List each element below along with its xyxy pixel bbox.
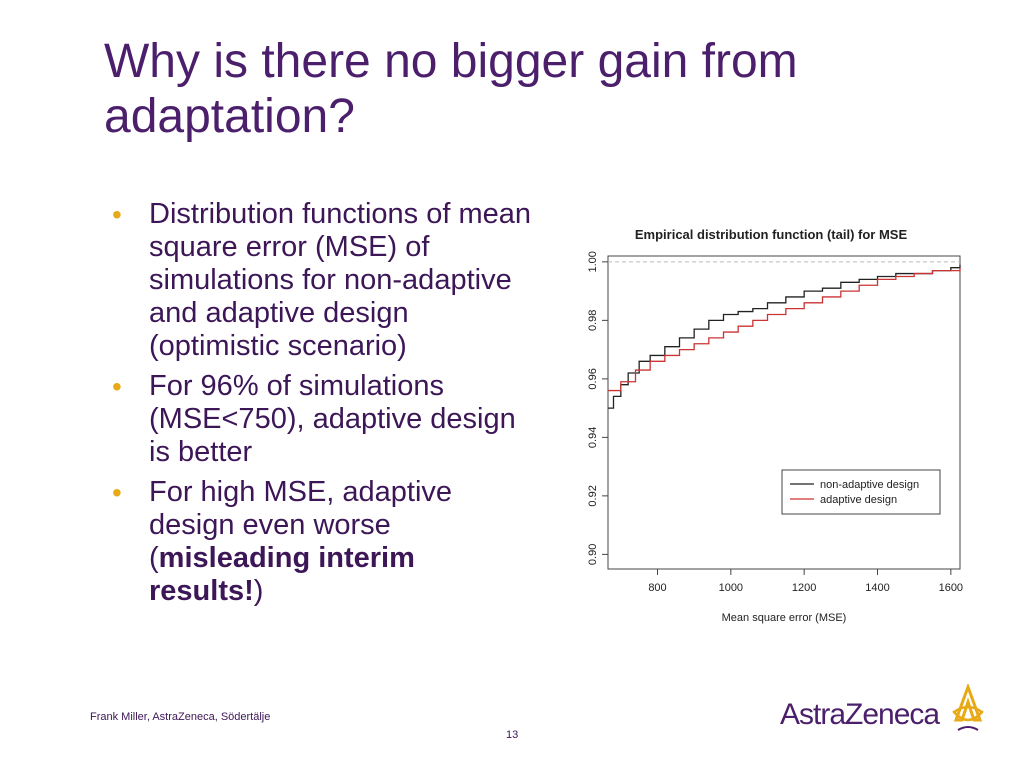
- x-tick-label: 1200: [792, 582, 816, 594]
- footer-author: Frank Miller, AstraZeneca, Södertälje: [90, 711, 271, 723]
- bullet-dot-icon: •: [112, 477, 122, 508]
- bullet-dot-icon: •: [112, 199, 122, 230]
- bullet-text: ): [253, 575, 264, 607]
- chart-svg: Empirical distribution function (tail) f…: [587, 227, 963, 624]
- y-tick-label: 1.00: [587, 251, 599, 272]
- astrazeneca-symbol-icon: [952, 684, 984, 731]
- logo-text: AstraZeneca: [780, 698, 940, 731]
- x-axis-label: Mean square error (MSE): [722, 612, 847, 624]
- x-tick-label: 1600: [939, 582, 963, 594]
- y-tick-label: 0.90: [587, 544, 599, 565]
- plot-frame: [607, 255, 961, 570]
- bullet-text: For 96% of simulations (MSE<750), adapti…: [149, 370, 516, 468]
- bullet-text: For high MSE, adaptive design even worse…: [149, 476, 453, 574]
- bullet-dot-icon: •: [112, 371, 122, 402]
- x-tick-label: 800: [648, 582, 666, 594]
- astrazeneca-logo: AstraZeneca: [780, 684, 990, 744]
- legend-box: [781, 469, 941, 515]
- bullet-text: Distribution functions of mean square er…: [149, 198, 532, 362]
- ecdf-chart: Empirical distribution function (tail) f…: [566, 212, 976, 632]
- y-tick-label: 0.96: [587, 368, 599, 389]
- legend-label: non-adaptive design: [820, 479, 919, 491]
- series-line-non-adaptive: [608, 264, 961, 409]
- series-line-adaptive: [608, 267, 961, 392]
- y-tick-label: 0.94: [587, 427, 599, 448]
- legend-label: adaptive design: [820, 494, 897, 506]
- bullet-list: • Distribution functions of mean square e…: [112, 198, 532, 615]
- bullet-item: • For 96% of simulations (MSE<750), adapt…: [112, 370, 532, 469]
- page-number: 13: [506, 729, 519, 741]
- y-tick-label: 0.98: [587, 310, 599, 331]
- x-tick-label: 1400: [865, 582, 889, 594]
- bullet-text-emphasis: misleading interim results!: [149, 542, 415, 607]
- y-tick-label: 0.92: [587, 485, 599, 506]
- slide-title: Why is there no bigger gain from adaptat…: [104, 35, 798, 143]
- bullet-item: • Distribution functions of mean square e…: [112, 198, 532, 363]
- x-tick-label: 1000: [719, 582, 743, 594]
- chart-title: Empirical distribution function (tail) f…: [635, 227, 908, 242]
- bullet-item: • For high MSE, adaptive design even wors…: [112, 476, 532, 608]
